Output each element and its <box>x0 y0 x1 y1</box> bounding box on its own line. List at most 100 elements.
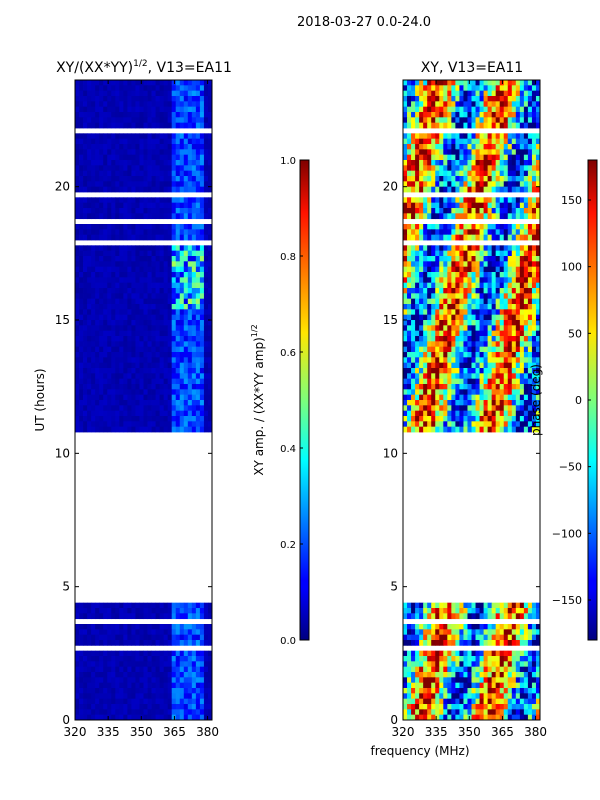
heatmap-cell <box>87 693 92 700</box>
heatmap-cell <box>415 352 420 358</box>
heatmap-cell <box>159 640 165 646</box>
heatmap-cell <box>431 277 436 284</box>
heatmap-cell <box>467 165 472 172</box>
heatmap-cell <box>535 320 541 326</box>
heatmap-cell <box>127 138 132 145</box>
heatmap-cell <box>131 261 136 268</box>
heatmap-cell <box>515 101 521 108</box>
heatmap-cell <box>527 133 533 140</box>
heatmap-cell <box>119 256 124 262</box>
y-tick-label: 5 <box>62 580 70 594</box>
heatmap-cell <box>83 613 88 620</box>
heatmap-cell <box>155 677 161 684</box>
heatmap-cell <box>83 288 88 294</box>
heatmap-cell <box>447 213 452 220</box>
heatmap-cell <box>159 608 165 614</box>
heatmap-cell <box>463 165 468 172</box>
heatmap-cell <box>131 277 136 284</box>
heatmap-cell <box>75 629 80 636</box>
heatmap-cell <box>179 133 185 140</box>
heatmap-cell <box>427 346 432 353</box>
heatmap-cell <box>99 357 104 364</box>
heatmap-cell <box>95 213 100 220</box>
heatmap-cell <box>79 656 84 662</box>
heatmap-cell <box>499 133 505 140</box>
heatmap-cell <box>411 266 416 273</box>
heatmap-cell <box>499 144 505 150</box>
heatmap-cell <box>175 256 181 262</box>
heatmap-cell <box>491 400 497 406</box>
heatmap-cell <box>515 144 521 150</box>
heatmap-cell <box>163 112 169 118</box>
heatmap-cell <box>107 202 112 209</box>
heatmap-cell <box>419 250 424 257</box>
heatmap-cell <box>127 96 132 102</box>
heatmap-cell <box>87 330 92 337</box>
heatmap-cell <box>491 197 497 204</box>
heatmap-cell <box>127 112 132 118</box>
heatmap-cell <box>455 154 460 161</box>
heatmap-cell <box>427 272 432 278</box>
heatmap-cell <box>147 234 152 241</box>
heatmap-cell <box>115 677 120 684</box>
heatmap-cell <box>75 314 80 321</box>
heatmap-cell <box>111 346 116 353</box>
heatmap-cell <box>439 160 444 166</box>
heatmap-cell <box>483 336 489 342</box>
heatmap-cell <box>139 234 144 241</box>
heatmap-cell <box>119 122 124 129</box>
heatmap-cell <box>163 288 169 294</box>
heatmap-cell <box>79 277 84 284</box>
heatmap-cell <box>519 298 525 305</box>
heatmap-cell <box>475 352 480 358</box>
heatmap-cell <box>403 181 408 188</box>
heatmap-cell <box>507 352 513 358</box>
heatmap-cell <box>447 149 452 156</box>
heatmap-cell <box>179 608 185 614</box>
heatmap-cell <box>447 421 452 428</box>
heatmap-cell <box>147 90 152 97</box>
heatmap-cell <box>79 688 84 694</box>
heatmap-cell <box>527 261 533 268</box>
heatmap-cell <box>199 234 205 241</box>
heatmap-cell <box>507 336 513 342</box>
heatmap-cell <box>415 421 420 428</box>
heatmap-cell <box>87 634 92 641</box>
heatmap-cell <box>195 138 201 145</box>
heatmap-cell <box>427 320 432 326</box>
heatmap-cell <box>115 224 120 230</box>
heatmap-cell <box>171 368 177 374</box>
heatmap-cell <box>207 634 213 641</box>
heatmap-cell <box>171 400 177 406</box>
heatmap-cell <box>163 346 169 353</box>
heatmap-cell <box>419 346 424 353</box>
heatmap-cell <box>75 90 80 97</box>
heatmap-cell <box>107 133 112 140</box>
heatmap-cell <box>207 80 213 86</box>
heatmap-cell <box>407 309 412 316</box>
heatmap-cell <box>203 288 209 294</box>
heatmap-cell <box>435 309 440 316</box>
heatmap-cell <box>175 160 181 166</box>
heatmap-cell <box>167 112 173 118</box>
heatmap-cell <box>127 176 132 182</box>
heatmap-cell <box>171 112 177 118</box>
heatmap-cell <box>203 336 209 342</box>
heatmap-cell <box>503 224 509 230</box>
heatmap-cell <box>167 288 173 294</box>
heatmap-cell <box>195 149 201 156</box>
heatmap-cell <box>203 176 209 182</box>
heatmap-cell <box>463 234 468 241</box>
heatmap-cell <box>487 325 493 332</box>
heatmap-cell <box>183 165 189 172</box>
heatmap-cell <box>187 149 193 156</box>
heatmap-cell <box>459 144 464 150</box>
heatmap-cell <box>131 666 136 673</box>
heatmap-cell <box>403 325 408 332</box>
heatmap-cell <box>111 640 116 646</box>
heatmap-cell <box>159 400 165 406</box>
heatmap-cell <box>143 672 148 678</box>
heatmap-cell <box>107 672 112 678</box>
heatmap-cell <box>191 624 197 630</box>
heatmap-cell <box>163 352 169 358</box>
